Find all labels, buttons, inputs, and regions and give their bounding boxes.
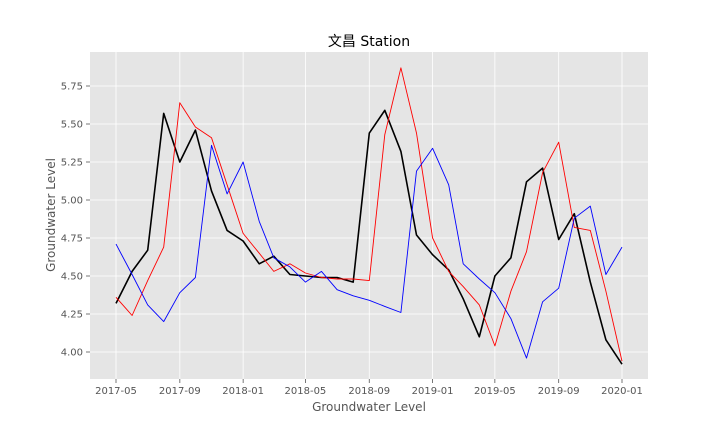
y-tick-label: 5.75 [61, 82, 83, 93]
y-tick-label: 4.25 [61, 310, 83, 321]
series-line-blue [115, 144, 623, 359]
x-tick-label: 2019-09 [538, 386, 580, 397]
series-line-black [115, 109, 623, 365]
series-lines [115, 67, 623, 365]
y-tick-label: 5.00 [61, 196, 83, 207]
y-tick-label: 4.50 [61, 272, 83, 283]
y-tick-label: 5.50 [61, 120, 83, 131]
x-tick-label: 2019-01 [412, 386, 454, 397]
x-tick-label: 2018-05 [285, 386, 327, 397]
x-tick-label: 2020-01 [601, 386, 643, 397]
x-tick-label: 2018-01 [222, 386, 264, 397]
grid-lines [90, 52, 648, 379]
x-axis-ticks: 2017-05 2017-09 2018-01 2018-05 2018-09 2019-… [95, 379, 643, 397]
series-line-red [115, 67, 623, 362]
y-axis-label: Groundwater Level [44, 158, 58, 272]
x-tick-label: 2019-05 [474, 386, 516, 397]
y-axis-ticks: 4.00 4.25 4.50 4.75 5.00 5.25 5.50 5.75 [61, 82, 90, 359]
y-tick-label: 4.75 [61, 234, 83, 245]
x-axis-label: Groundwater Level [312, 400, 426, 414]
x-tick-label: 2018-09 [348, 386, 390, 397]
y-tick-label: 4.00 [61, 348, 83, 359]
chart-title: 文昌 Station [328, 34, 410, 50]
x-tick-label: 2017-05 [95, 386, 137, 397]
x-tick-label: 2017-09 [159, 386, 201, 397]
y-tick-label: 5.25 [61, 158, 83, 169]
